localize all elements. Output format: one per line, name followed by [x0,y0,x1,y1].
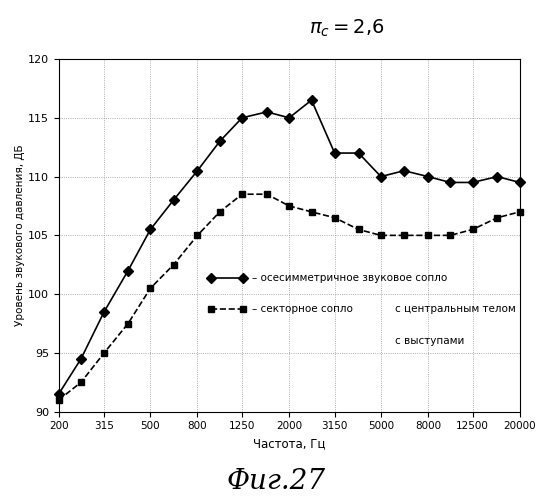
Y-axis label: Уровень звукового давления, ДБ: Уровень звукового давления, ДБ [15,144,25,326]
Text: – осесимметричное звуковое сопло: – осесимметричное звуковое сопло [252,272,447,282]
Text: с центральным телом: с центральным телом [395,304,516,314]
X-axis label: Частота, Гц: Частота, Гц [253,437,325,450]
Text: Фиг.27: Фиг.27 [226,468,325,495]
Text: $\pi_c=2{,}6$: $\pi_c=2{,}6$ [310,18,385,39]
Text: – секторное сопло: – секторное сопло [252,304,353,314]
Text: с выступами: с выступами [395,336,464,346]
